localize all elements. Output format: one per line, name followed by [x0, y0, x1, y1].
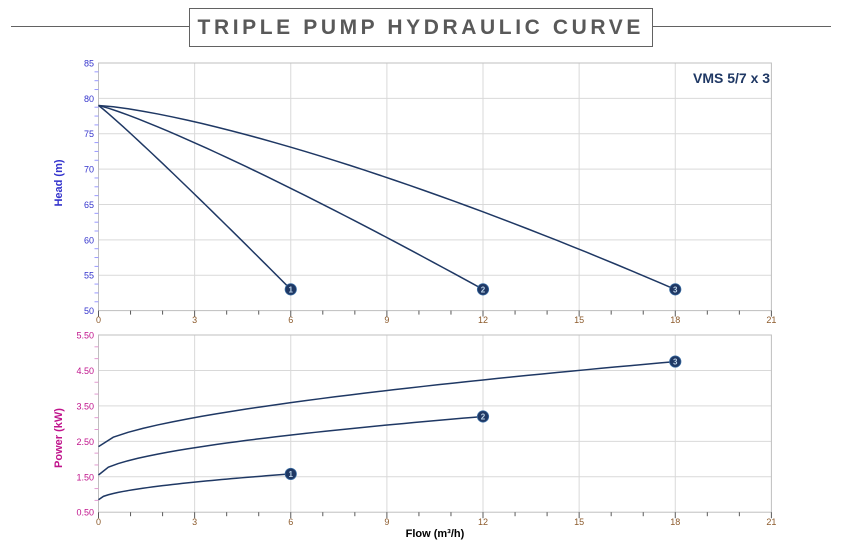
svg-text:5.50: 5.50 [76, 331, 94, 341]
svg-text:3: 3 [673, 286, 678, 295]
svg-text:15: 15 [574, 517, 584, 527]
svg-text:3: 3 [192, 517, 197, 527]
svg-text:3: 3 [192, 315, 197, 325]
svg-text:18: 18 [670, 517, 680, 527]
svg-text:15: 15 [574, 315, 584, 325]
svg-text:65: 65 [84, 200, 94, 210]
svg-text:12: 12 [478, 315, 488, 325]
svg-text:6: 6 [288, 517, 293, 527]
svg-text:18: 18 [670, 315, 680, 325]
svg-text:1.50: 1.50 [76, 472, 94, 482]
svg-text:2: 2 [481, 413, 486, 422]
svg-text:6: 6 [288, 315, 293, 325]
svg-text:2.50: 2.50 [76, 437, 94, 447]
svg-text:85: 85 [84, 59, 94, 69]
svg-text:3: 3 [673, 358, 678, 367]
svg-text:21: 21 [766, 517, 776, 527]
svg-text:1: 1 [289, 286, 294, 295]
svg-text:55: 55 [84, 271, 94, 281]
svg-text:80: 80 [84, 94, 94, 104]
svg-text:2: 2 [481, 286, 486, 295]
svg-text:70: 70 [84, 165, 94, 175]
svg-text:9: 9 [384, 517, 389, 527]
svg-text:9: 9 [384, 315, 389, 325]
svg-text:50: 50 [84, 306, 94, 316]
svg-text:4.50: 4.50 [76, 366, 94, 376]
svg-text:0.50: 0.50 [76, 508, 94, 518]
svg-text:75: 75 [84, 129, 94, 139]
svg-text:0: 0 [96, 315, 101, 325]
svg-text:3.50: 3.50 [76, 401, 94, 411]
svg-text:1: 1 [289, 470, 294, 479]
svg-text:12: 12 [478, 517, 488, 527]
svg-text:21: 21 [766, 315, 776, 325]
svg-text:0: 0 [96, 517, 101, 527]
svg-text:60: 60 [84, 235, 94, 245]
